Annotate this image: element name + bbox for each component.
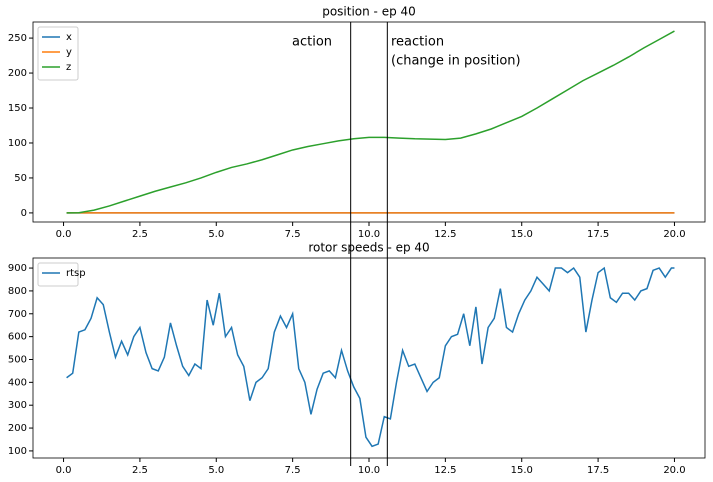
- chart-title: rotor speeds - ep 40: [308, 241, 429, 255]
- x-tick-label: 17.5: [587, 465, 609, 476]
- axes-frame: [32, 21, 706, 223]
- y-tick-label: 300: [8, 400, 27, 411]
- y-tick-label: 100: [8, 446, 27, 457]
- y-tick-label: 800: [8, 286, 27, 297]
- y-tick-label: 700: [8, 309, 27, 320]
- x-tick-label: 7.5: [285, 229, 301, 240]
- y-tick-label: 500: [8, 354, 27, 365]
- x-tick-label: 15.0: [511, 465, 533, 476]
- series-line: [66, 266, 675, 448]
- x-tick-label: 12.5: [434, 465, 456, 476]
- x-tick-label: 0.0: [56, 465, 72, 476]
- x-tick-label: 10.0: [358, 465, 380, 476]
- annotation: (change in position): [391, 54, 521, 69]
- legend-box: [37, 262, 79, 287]
- x-tick-label: 2.5: [132, 465, 148, 476]
- x-tick-label: 2.5: [132, 229, 148, 240]
- x-tick-label: 5.0: [208, 465, 224, 476]
- legend-box: [37, 26, 79, 81]
- x-tick-label: 10.0: [358, 229, 380, 240]
- y-tick-label: 200: [8, 68, 27, 79]
- x-tick-label: 5.0: [208, 229, 224, 240]
- x-tick-label: 15.0: [511, 229, 533, 240]
- y-tick-label: 400: [8, 377, 27, 388]
- legend-label: x: [66, 32, 72, 43]
- axes-frame: [32, 257, 706, 459]
- x-tick-label: 20.0: [663, 229, 685, 240]
- chart-title: position - ep 40: [322, 5, 416, 19]
- y-tick-label: 250: [8, 33, 27, 44]
- x-tick-label: 12.5: [434, 229, 456, 240]
- y-tick-label: 600: [8, 332, 27, 343]
- y-tick-label: 200: [8, 423, 27, 434]
- annotation: action: [292, 35, 332, 50]
- y-tick-label: 150: [8, 103, 27, 114]
- y-tick-label: 100: [8, 138, 27, 149]
- y-tick-label: 900: [8, 263, 27, 274]
- series-line: [66, 30, 675, 214]
- x-tick-label: 20.0: [663, 465, 685, 476]
- x-tick-label: 7.5: [285, 465, 301, 476]
- legend-label: y: [66, 47, 72, 58]
- y-tick-label: 0: [21, 208, 27, 219]
- x-tick-label: 17.5: [587, 229, 609, 240]
- legend-label: z: [66, 62, 71, 73]
- x-tick-label: 0.0: [56, 229, 72, 240]
- y-tick-label: 50: [14, 173, 27, 184]
- annotation: reaction: [391, 35, 444, 50]
- legend-label: rtsp: [66, 268, 86, 279]
